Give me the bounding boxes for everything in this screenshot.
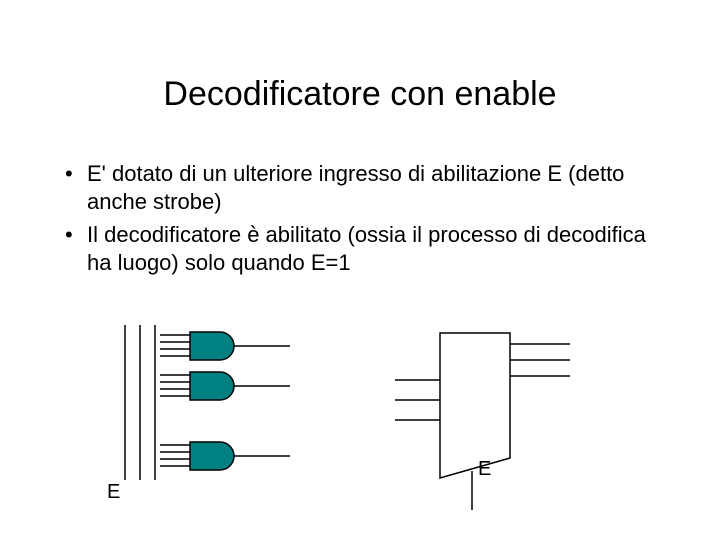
svg-text:E: E [107,481,120,503]
slide: Decodificatore con enable • E' dotato di… [0,0,720,540]
svg-text:E: E [478,458,491,480]
circuit-diagram: EE [0,0,720,540]
